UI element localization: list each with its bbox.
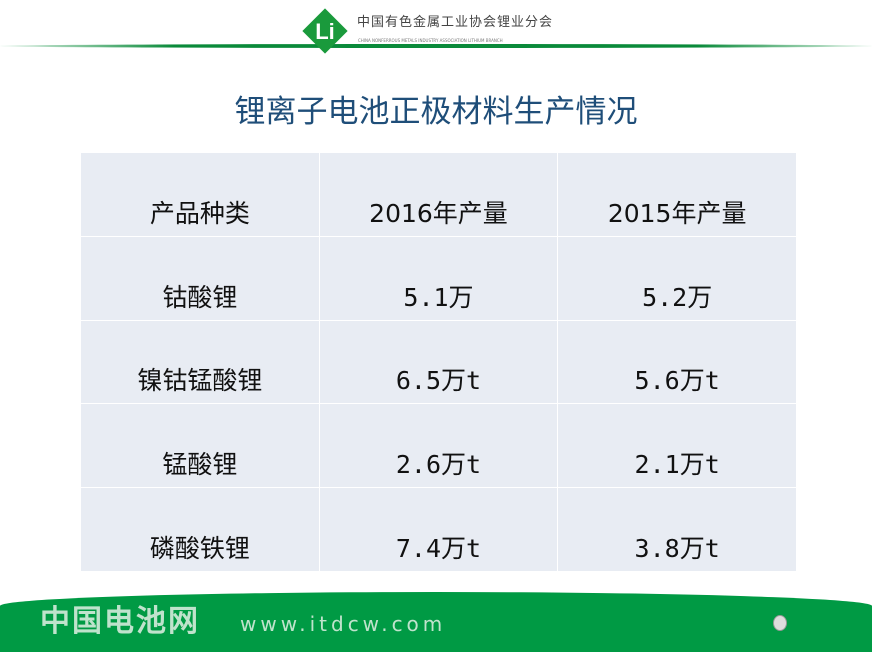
product-cell: 钴酸锂 bbox=[80, 235, 320, 321]
org-name: 中国有色金属工业协会锂业分会 bbox=[357, 15, 554, 30]
value-cell: 7.4万t bbox=[318, 487, 559, 572]
value-cell: 6.5万t bbox=[318, 319, 559, 405]
value-cell: 2.6万t bbox=[318, 403, 559, 489]
watermark-url: www.itdcw.com bbox=[240, 612, 447, 636]
globe-icon bbox=[773, 615, 787, 631]
header-cell: 产品种类 bbox=[80, 152, 320, 237]
header-cell: 2016年产量 bbox=[318, 152, 559, 237]
product-cell: 镍钴锰酸锂 bbox=[80, 319, 320, 405]
table-row: 钴酸锂 5.1万 5.2万 bbox=[80, 235, 797, 321]
value-cell: 5.2万 bbox=[557, 235, 797, 321]
product-cell: 磷酸铁锂 bbox=[80, 487, 320, 572]
value-cell: 3.8万t bbox=[557, 487, 797, 572]
logo-text: Li bbox=[315, 19, 335, 44]
product-cell: 锰酸锂 bbox=[80, 403, 320, 489]
table-header-row: 产品种类 2016年产量 2015年产量 bbox=[80, 152, 797, 237]
slide-title: 锂离子电池正极材料生产情况 bbox=[234, 94, 638, 130]
value-cell: 5.1万 bbox=[318, 235, 559, 321]
table-row: 锰酸锂 2.6万t 2.1万t bbox=[80, 403, 797, 489]
org-name-en: CHINA NONFERROUS METALS INDUSTRY ASSOCIA… bbox=[358, 38, 503, 43]
header-cell: 2015年产量 bbox=[557, 152, 797, 237]
value-cell: 2.1万t bbox=[557, 403, 797, 489]
footer-band bbox=[0, 592, 872, 652]
value-cell: 5.6万t bbox=[557, 319, 797, 405]
watermark-name: 中国电池网 bbox=[40, 604, 200, 639]
lithium-branch-logo: Li bbox=[302, 8, 348, 54]
production-table: 产品种类 2016年产量 2015年产量 钴酸锂 5.1万 5.2万 镍钴锰酸锂… bbox=[80, 152, 797, 572]
header-divider bbox=[0, 44, 872, 48]
table-row: 磷酸铁锂 7.4万t 3.8万t bbox=[80, 487, 797, 572]
table-row: 镍钴锰酸锂 6.5万t 5.6万t bbox=[80, 319, 797, 405]
